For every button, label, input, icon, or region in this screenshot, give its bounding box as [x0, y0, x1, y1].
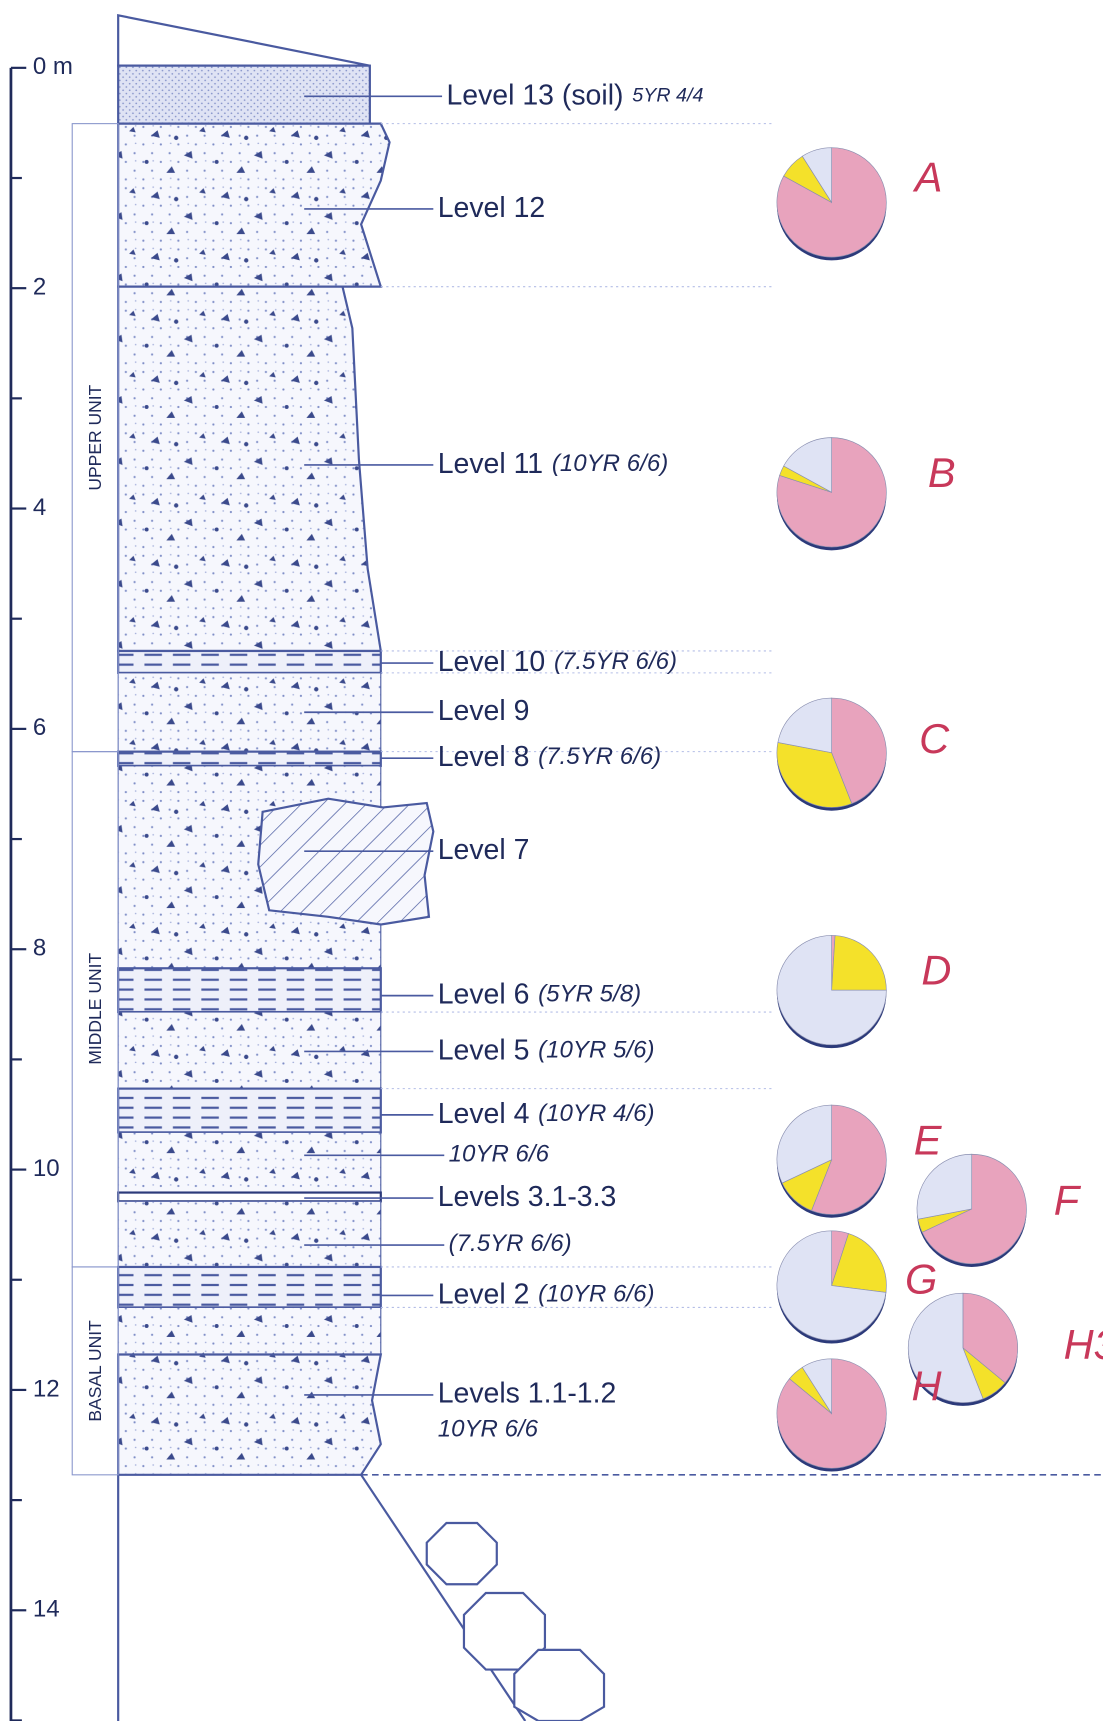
- pie-slice: [962, 1292, 1018, 1384]
- level-label: Level 7: [438, 834, 530, 866]
- unit-label: MIDDLE UNIT: [85, 953, 105, 1065]
- layer: [117, 1353, 383, 1476]
- color-code: (10YR 6/6): [552, 450, 668, 477]
- pie-slice: [801, 1358, 832, 1415]
- layer: [117, 1087, 382, 1134]
- pie-slice: [916, 1153, 973, 1220]
- color-code: (10YR 4/6): [538, 1100, 654, 1127]
- pie-slice: [776, 742, 853, 808]
- layer: [117, 64, 371, 125]
- tick-label: 4: [33, 494, 46, 521]
- level-name: Level 4: [438, 1097, 530, 1129]
- level-label: Level 10 (7.5YR 6/6): [438, 646, 677, 678]
- pie-label: A: [912, 154, 943, 201]
- cover: [117, 13, 371, 67]
- layer: [117, 649, 382, 674]
- level-name: Levels 1.1-1.2: [438, 1377, 617, 1409]
- pie-slice: [783, 437, 832, 493]
- pie-slice: [831, 935, 887, 991]
- level-name: Level 11: [438, 448, 543, 480]
- level-name: Level 13 (soil): [446, 79, 623, 111]
- color-code: 10YR 6/6: [449, 1141, 550, 1168]
- pie-label: H3: [1064, 1321, 1103, 1368]
- tick-label: 2: [33, 274, 46, 301]
- pie-slice: [907, 1292, 984, 1403]
- layer: [117, 1191, 382, 1203]
- lens: [257, 797, 435, 926]
- level-name: Level 2: [438, 1278, 530, 1310]
- layer: [117, 1131, 382, 1194]
- unit-label: UPPER UNIT: [85, 384, 105, 490]
- color-code: (7.5YR 6/6): [449, 1230, 572, 1257]
- color-code: (10YR 5/6): [538, 1037, 654, 1064]
- level-name: Level 10: [438, 646, 546, 678]
- layer: [117, 285, 383, 653]
- layer: [117, 967, 382, 1014]
- level-name: Level 7: [438, 834, 530, 866]
- layer: [117, 1011, 382, 1090]
- level-label: (7.5YR 6/6): [449, 1230, 572, 1257]
- pie-label: G: [905, 1255, 937, 1302]
- boulder: [425, 1521, 498, 1586]
- color-code: (7.5YR 6/6): [554, 648, 677, 675]
- level-label: Level 8 (7.5YR 6/6): [438, 741, 662, 773]
- unit-label: BASAL UNIT: [85, 1320, 105, 1422]
- color-code: 5YR 4/4: [632, 84, 703, 106]
- tick-label: 10: [33, 1155, 60, 1182]
- pie-slice: [776, 935, 887, 1046]
- pie-slice: [801, 147, 832, 204]
- pie-slice: [777, 697, 832, 754]
- color-code: (5YR 5/8): [538, 981, 641, 1008]
- pie-label: C: [919, 715, 950, 762]
- level-label: Level 9: [438, 695, 530, 727]
- pie-slice: [921, 1153, 1027, 1264]
- layer: [117, 1265, 382, 1309]
- level-label: Level 6 (5YR 5/8): [438, 978, 641, 1010]
- level-label: Level 13 (soil) 5YR 4/4: [446, 79, 703, 111]
- tick-label: 6: [33, 714, 46, 741]
- pie-slice: [811, 1104, 887, 1215]
- pie-slice: [831, 697, 887, 805]
- pie-label: D: [921, 947, 951, 994]
- layer: [117, 1306, 382, 1356]
- color-code: (7.5YR 6/6): [538, 744, 661, 771]
- pie-slice: [831, 1233, 887, 1293]
- layer: [117, 122, 391, 288]
- layer: [117, 1200, 382, 1268]
- level-label: Level 11 (10YR 6/6): [438, 448, 669, 480]
- level-name: Level 9: [438, 695, 530, 727]
- boulder: [513, 1648, 606, 1721]
- level-name: Levels 3.1-3.3: [438, 1181, 617, 1213]
- pie-slice: [776, 1104, 832, 1184]
- level-label: Levels 3.1-3.3: [438, 1181, 617, 1213]
- color-code: 10YR 6/6: [438, 1415, 539, 1442]
- level-label: Level 12: [438, 191, 546, 223]
- level-name: Level 6: [438, 978, 530, 1010]
- column: [71, 13, 1103, 1721]
- tick-label: 0 m: [33, 53, 73, 80]
- pie-label: F: [1054, 1176, 1082, 1223]
- pie-label: H: [912, 1362, 943, 1409]
- pie-slice: [776, 1230, 887, 1341]
- pie-label: E: [914, 1116, 943, 1163]
- level-name: Level 12: [438, 191, 546, 223]
- level-name: Level 5: [438, 1034, 530, 1066]
- color-code: (10YR 6/6): [538, 1281, 654, 1308]
- level-label: 10YR 6/6: [449, 1141, 550, 1168]
- layer: [117, 750, 382, 767]
- unit-box: [71, 1266, 119, 1476]
- level-name: Level 8: [438, 741, 530, 773]
- tick-label: 8: [33, 935, 46, 962]
- level-label: Level 5 (10YR 5/6): [438, 1034, 655, 1066]
- level-label: Level 2 (10YR 6/6): [438, 1278, 655, 1310]
- tick-label: 12: [33, 1375, 60, 1402]
- tick-label: 14: [33, 1596, 60, 1623]
- pie-label: B: [928, 449, 956, 496]
- level-label: Level 4 (10YR 4/6): [438, 1097, 655, 1129]
- slope: [360, 1474, 527, 1721]
